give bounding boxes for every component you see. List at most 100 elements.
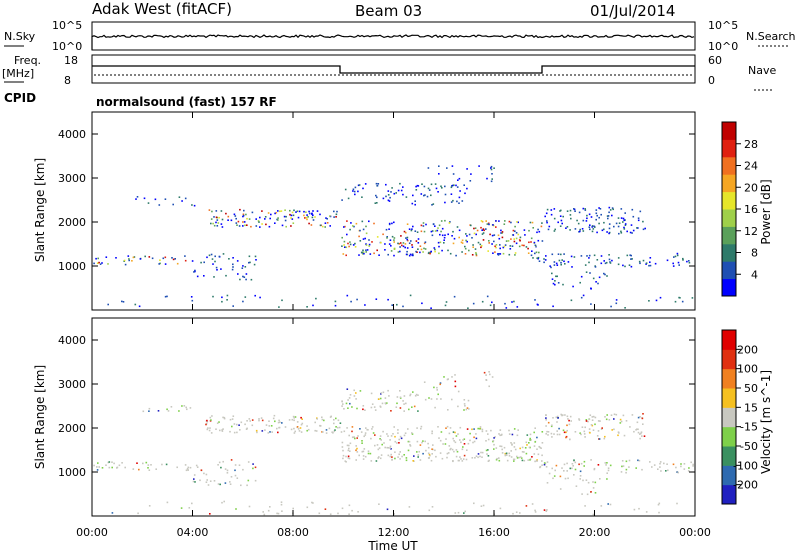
- echo-point: [584, 426, 586, 429]
- echo-point: [254, 479, 257, 482]
- echo-point: [552, 282, 555, 285]
- echo-point: [466, 168, 468, 170]
- echo-point: [255, 218, 257, 220]
- echo-point: [366, 249, 369, 251]
- x-tick-label: 08:00: [277, 526, 309, 539]
- echo-point: [468, 408, 470, 410]
- echo-point: [450, 201, 453, 203]
- echo-point: [370, 460, 373, 462]
- echo-point: [622, 217, 625, 220]
- echo-point: [529, 459, 531, 461]
- echo-point: [356, 447, 358, 450]
- echo-point: [382, 233, 384, 236]
- echo-point: [590, 216, 593, 218]
- echo-point: [637, 219, 640, 222]
- echo-point: [362, 405, 365, 407]
- echo-point: [458, 229, 461, 232]
- echo-point: [534, 299, 536, 301]
- echo-point: [437, 191, 439, 193]
- echo-point: [505, 452, 508, 455]
- echo-point: [501, 448, 503, 451]
- echo-point: [530, 439, 532, 441]
- echo-point: [515, 242, 518, 245]
- echo-point: [255, 259, 257, 261]
- echo-point: [581, 228, 584, 230]
- echo-point: [636, 421, 639, 424]
- echo-point: [424, 194, 426, 196]
- echo-point: [189, 466, 192, 469]
- echo-point: [203, 275, 205, 277]
- echo-point: [485, 440, 487, 442]
- echo-point: [580, 255, 583, 257]
- echo-point: [346, 233, 348, 236]
- freq-trace: [92, 65, 695, 74]
- echo-point: [223, 500, 225, 503]
- echo-point: [613, 413, 616, 416]
- echo-point: [591, 419, 594, 421]
- echo-point: [144, 255, 146, 258]
- echo-point: [581, 493, 583, 495]
- echo-point: [479, 426, 482, 428]
- echo-point: [259, 216, 261, 219]
- echo-point: [531, 250, 533, 252]
- echo-point: [639, 262, 641, 265]
- echo-point: [521, 244, 523, 247]
- echo-point: [457, 390, 460, 393]
- echo-point: [460, 458, 462, 460]
- echo-point: [306, 429, 308, 432]
- echo-point: [216, 225, 219, 227]
- echo-point: [568, 419, 570, 422]
- echo-point: [622, 221, 624, 223]
- echo-point: [490, 429, 492, 432]
- echo-point: [455, 184, 457, 187]
- echo-point: [487, 438, 490, 441]
- echo-point: [609, 464, 612, 467]
- echo-point: [195, 464, 198, 467]
- echo-point: [495, 244, 498, 246]
- colorbar-tick-label: -15: [740, 421, 758, 434]
- echo-point: [471, 254, 474, 256]
- echo-point: [592, 277, 595, 280]
- echo-point: [659, 296, 662, 299]
- echo-point: [553, 208, 556, 210]
- freq-tick-top: 18: [64, 54, 78, 67]
- echo-point: [353, 395, 356, 397]
- echo-point: [534, 441, 536, 443]
- echo-point: [451, 165, 454, 167]
- echo-point: [316, 418, 318, 420]
- echo-point: [540, 225, 543, 228]
- echo-point: [488, 242, 490, 244]
- echo-point: [438, 165, 440, 167]
- echo-point: [521, 459, 524, 462]
- echo-point: [606, 275, 608, 277]
- echo-point: [449, 221, 451, 223]
- echo-point: [369, 452, 372, 455]
- echo-point: [148, 407, 151, 410]
- echo-point: [226, 472, 229, 474]
- echo-point: [148, 469, 151, 471]
- echo-point: [567, 418, 569, 420]
- noise-left-tick-top: 10^5: [52, 19, 82, 32]
- echo-point: [499, 434, 501, 437]
- echo-point: [347, 197, 350, 200]
- echo-point: [431, 448, 433, 450]
- echo-point: [166, 295, 168, 298]
- echo-point: [587, 481, 590, 484]
- echo-point: [485, 449, 488, 452]
- echo-point: [203, 261, 205, 264]
- echo-point: [641, 468, 643, 471]
- echo-point: [417, 410, 419, 412]
- echo-point: [341, 507, 344, 510]
- echo-point: [485, 374, 487, 376]
- echo-point: [525, 441, 528, 444]
- echo-point: [580, 433, 582, 436]
- echo-point: [420, 425, 423, 428]
- echo-point: [472, 441, 474, 444]
- echo-point: [566, 470, 568, 472]
- echo-point: [402, 245, 405, 248]
- echo-point: [546, 509, 548, 511]
- echo-point: [389, 196, 391, 199]
- echo-point: [307, 428, 310, 431]
- echo-point: [233, 423, 236, 425]
